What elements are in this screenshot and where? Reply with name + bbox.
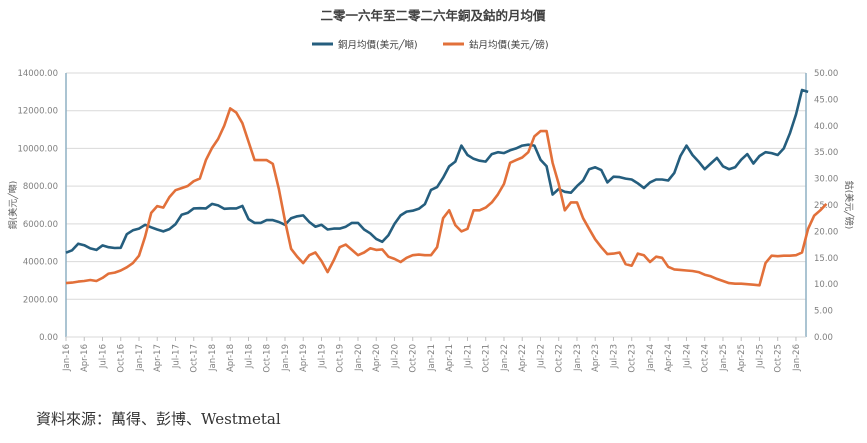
copper-price-line	[65, 88, 809, 254]
x-tick-label: Jul-21	[463, 344, 473, 369]
x-tick-label: Jan-17	[135, 344, 145, 372]
cobalt-price-line	[65, 107, 828, 287]
y-left-tick-label: 4000.00	[23, 258, 58, 268]
x-tick-label: Apr-21	[445, 344, 455, 372]
y-left-tick-label: 6000.00	[23, 220, 58, 230]
x-tick-label: Jan-24	[646, 344, 656, 372]
x-tick-label: Jan-18	[208, 344, 218, 372]
x-tick-label: Oct-20	[409, 344, 419, 373]
y-left-tick-label: 10000.00	[17, 144, 58, 154]
y-right-tick-label: 10.00	[814, 280, 838, 290]
x-tick-label: Jul-22	[536, 344, 546, 369]
y-right-tick-label: 35.00	[814, 148, 838, 158]
x-tick-label: Jan-22	[500, 344, 510, 372]
x-tick-label: Oct-25	[774, 344, 784, 373]
series-lines	[65, 88, 828, 287]
x-tick-label: Jul-16	[98, 344, 108, 369]
x-tick-label: Jan-19	[281, 344, 291, 372]
x-tick-label: Apr-19	[299, 344, 309, 372]
y-left-tick-label: 12000.00	[17, 107, 58, 117]
y-right-tick-label: 15.00	[814, 254, 838, 264]
legend-label-copper: 銅月均價(美元╱噸)	[338, 39, 418, 51]
y-axis-left-title: 銅(美元╱噸)	[7, 181, 19, 229]
y-left-tick-label: 14000.00	[17, 69, 58, 79]
x-tick-label: Oct-19	[336, 344, 346, 373]
x-tick-label: Jan-16	[62, 344, 72, 372]
y-right-tick-label: 40.00	[814, 122, 838, 132]
y-axis-right-title: 鈷(美元╱磅)	[843, 181, 855, 229]
y-left-tick-label: 2000.00	[23, 295, 58, 305]
x-tick-label: Oct-21	[482, 344, 492, 373]
y-left-tick-label: 8000.00	[23, 182, 58, 192]
x-tick-label: Oct-22	[555, 344, 565, 373]
gridlines	[66, 72, 806, 300]
x-tick-label: Jul-24	[682, 344, 692, 369]
x-tick-label: Jul-19	[317, 344, 327, 369]
x-tick-label: Apr-22	[518, 344, 528, 372]
x-tick-label: Apr-16	[80, 344, 90, 372]
chart: 二零一六年至二零二六年銅及鈷的月均價 銅月均價(美元╱噸) 鈷月均價(美元╱磅)…	[7, 8, 855, 373]
y-left-tick-label: 0.00	[39, 333, 58, 343]
x-tick-label: Jul-17	[171, 344, 181, 369]
x-tick-label: Apr-20	[372, 344, 382, 372]
x-tick-label: Oct-17	[190, 344, 200, 373]
x-tick-label: Jul-25	[755, 344, 765, 369]
x-tick-label: Oct-23	[628, 344, 638, 373]
x-tick-label: Jul-18	[244, 344, 254, 369]
y-right-tick-label: 50.00	[814, 69, 838, 79]
x-tick-label: Apr-23	[591, 344, 601, 372]
x-tick-label: Jan-26	[792, 344, 802, 372]
x-tick-label: Jan-25	[719, 344, 729, 372]
x-tick-label: Oct-24	[701, 344, 711, 373]
x-axis: Jan-16 Apr-16 Jul-16 Oct-16 Jan-17 Apr-17 Jul-…	[62, 336, 806, 373]
legend: 銅月均價(美元╱噸) 鈷月均價(美元╱磅)	[312, 39, 549, 51]
y-axis-left: 0.00 2000.00 4000.00 6000.00 8000.00 10000.00…	[17, 69, 67, 343]
legend-label-cobalt: 鈷月均價(美元╱磅)	[469, 39, 549, 51]
source-note: 資料來源：萬得、彭博、Westmetal	[36, 410, 281, 428]
x-tick-label: Apr-24	[664, 344, 674, 372]
y-right-tick-label: 30.00	[814, 175, 838, 185]
x-tick-label: Jan-23	[573, 344, 583, 372]
x-tick-label: Jan-21	[427, 344, 437, 372]
x-tick-label: Oct-16	[117, 344, 127, 373]
chart-title: 二零一六年至二零二六年銅及鈷的月均價	[320, 8, 546, 23]
y-right-tick-label: 5.00	[814, 307, 833, 317]
y-axis-right: 0.005.0010.0015.0020.0025.0030.0035.0040…	[805, 69, 838, 343]
y-right-tick-label: 45.00	[814, 95, 838, 105]
x-tick-label: Jan-20	[354, 344, 364, 372]
x-tick-label: Apr-17	[153, 344, 163, 372]
x-tick-label: Apr-18	[226, 344, 236, 372]
x-tick-label: Apr-25	[737, 344, 747, 372]
x-tick-label: Jul-23	[609, 344, 619, 369]
y-right-tick-label: 0.00	[814, 333, 833, 343]
x-tick-label: Jul-20	[390, 344, 400, 369]
x-tick-label: Oct-18	[263, 344, 273, 373]
y-right-tick-label: 20.00	[814, 227, 838, 237]
